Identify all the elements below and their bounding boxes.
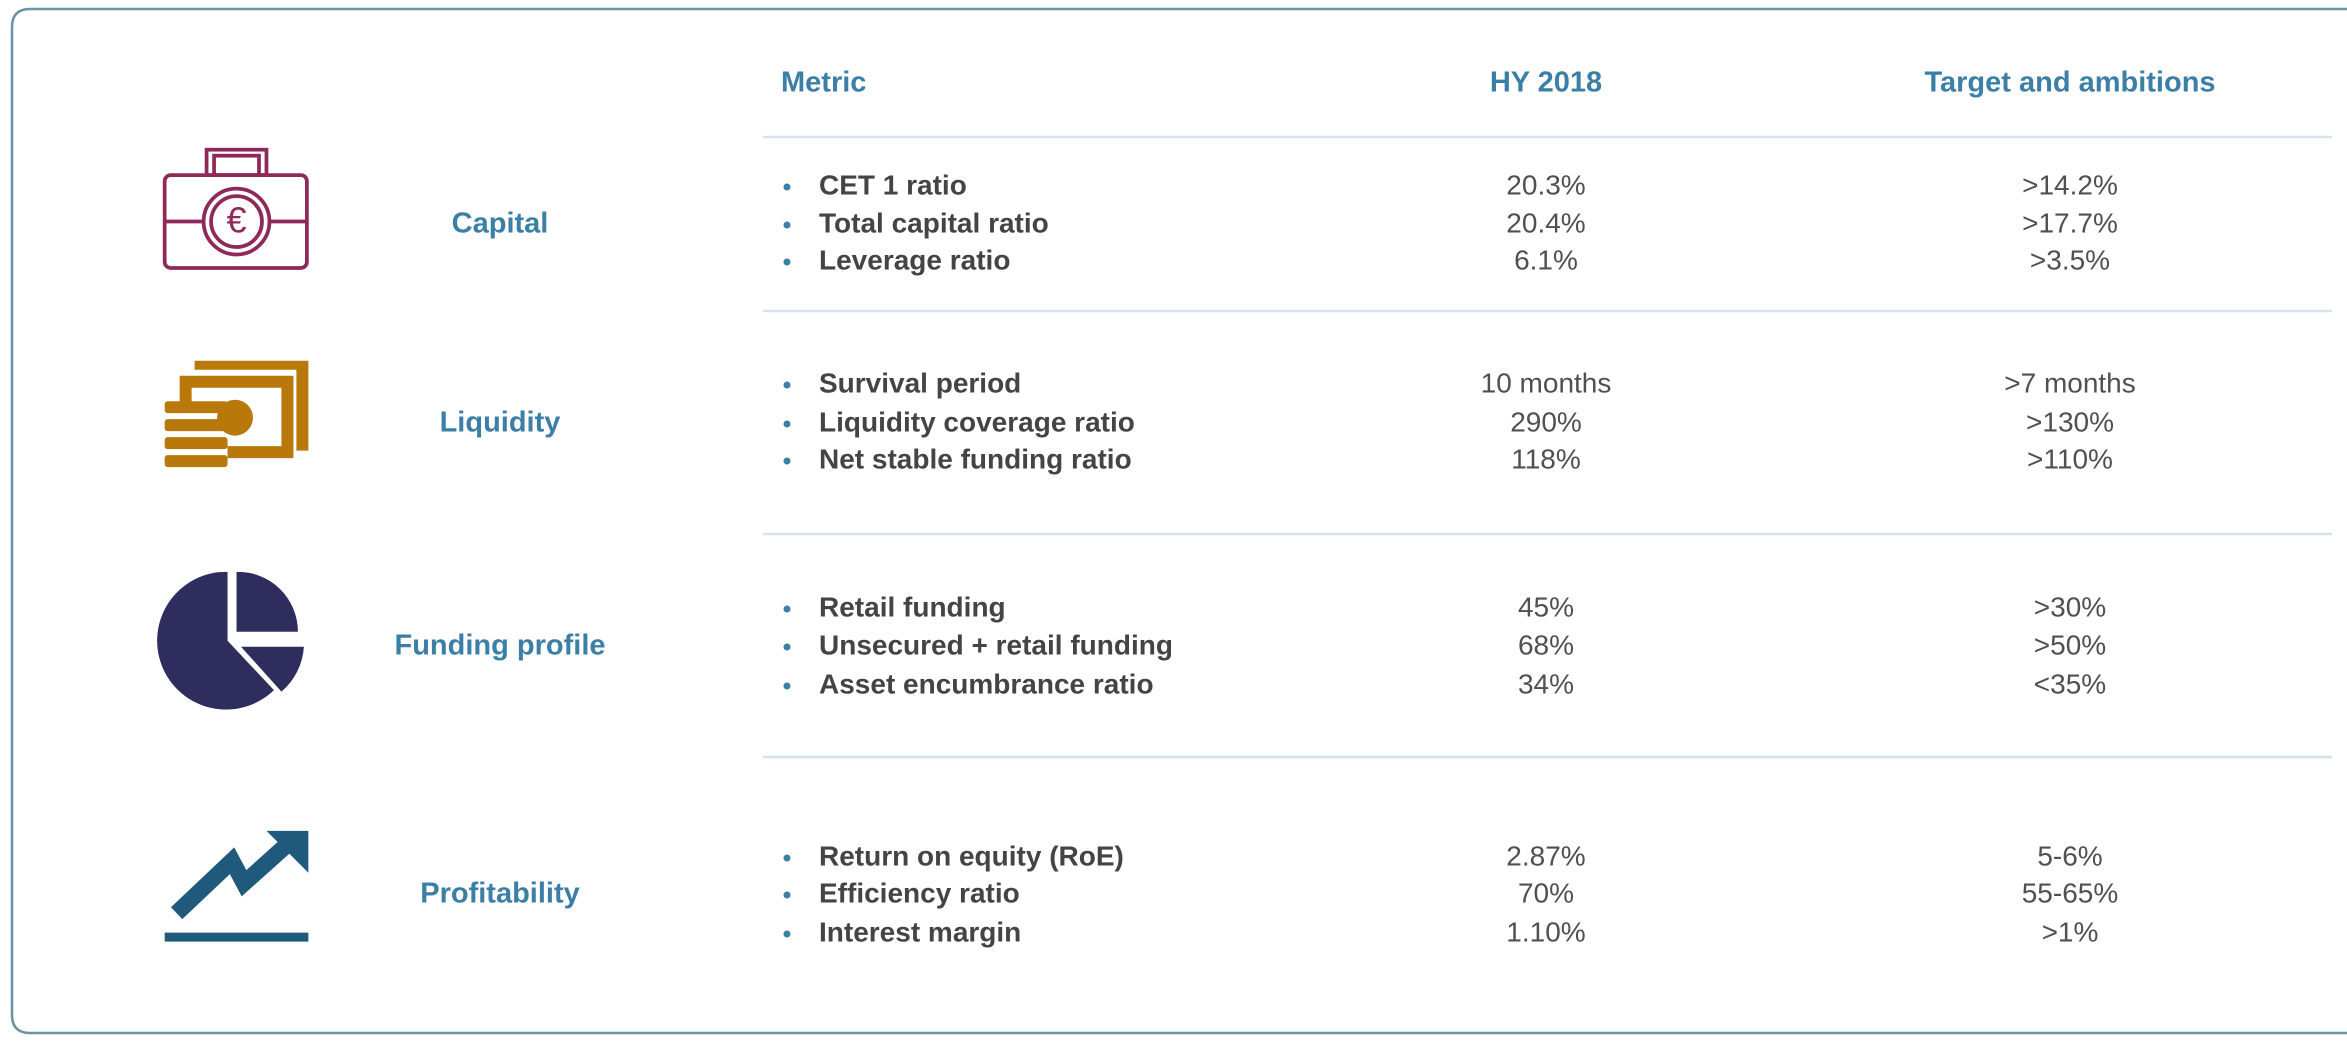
- bullet: [783, 682, 791, 690]
- hy-value: 68%: [1518, 629, 1574, 660]
- hy-value: 70%: [1518, 877, 1574, 908]
- capital-icon: €: [162, 147, 309, 270]
- bullet: [783, 420, 791, 428]
- hy-value: 34%: [1518, 668, 1574, 699]
- metric-name: Leverage ratio: [819, 244, 1010, 275]
- target-value: >30%: [2034, 591, 2106, 622]
- metric-name: Survival period: [819, 367, 1021, 398]
- bullet: [783, 930, 791, 938]
- bullet: [783, 183, 791, 191]
- liquidity-icon: [164, 360, 309, 468]
- funding-icon: [157, 571, 304, 710]
- bullet: [783, 457, 791, 465]
- bullet: [783, 258, 791, 266]
- target-value: >1%: [2042, 916, 2099, 947]
- hy-value: 20.4%: [1506, 207, 1585, 238]
- target-value: >130%: [2026, 406, 2114, 437]
- target-value: <35%: [2034, 668, 2106, 699]
- hy-value: 1.10%: [1506, 916, 1585, 947]
- metric-name: CET 1 ratio: [819, 169, 967, 200]
- hy-value: 290%: [1510, 406, 1582, 437]
- section-label: Funding profile: [394, 630, 605, 662]
- metric-name: Retail funding: [819, 591, 1006, 622]
- metric-name: Unsecured + retail funding: [819, 629, 1173, 660]
- hy-value: 118%: [1511, 443, 1581, 474]
- metric-name: Net stable funding ratio: [819, 443, 1132, 474]
- target-value: 5-6%: [2037, 840, 2102, 871]
- bullet: [783, 605, 791, 613]
- bullet: [783, 854, 791, 862]
- target-value: >17.7%: [2022, 207, 2118, 238]
- hy-value: 2.87%: [1506, 840, 1585, 871]
- target-value: >7 months: [2004, 367, 2136, 398]
- target-value: >110%: [2027, 443, 2113, 474]
- metric-name: Interest margin: [819, 916, 1021, 947]
- metric-name: Efficiency ratio: [819, 877, 1020, 908]
- metric-name: Liquidity coverage ratio: [819, 406, 1135, 437]
- bullet: [783, 891, 791, 899]
- panel-border: [10, 7, 2347, 1035]
- target-value: 55-65%: [2022, 877, 2119, 908]
- icons: €: [157, 147, 309, 942]
- header-target: Target and ambitions: [1924, 67, 2215, 99]
- svg-text:€: €: [227, 200, 247, 241]
- hy-value: 6.1%: [1514, 244, 1578, 275]
- metric-name: Return on equity (RoE): [819, 840, 1124, 871]
- target-value: >3.5%: [2030, 244, 2110, 275]
- bullet: [783, 643, 791, 651]
- metric-name: Asset encumbrance ratio: [819, 668, 1154, 699]
- header-metric: Metric: [781, 67, 866, 99]
- section-label: Capital: [452, 208, 549, 240]
- bullet: [783, 221, 791, 229]
- section-label: Profitability: [420, 878, 580, 910]
- profitability-icon: [164, 830, 309, 942]
- metric-name: Total capital ratio: [819, 207, 1049, 238]
- hy-value: 10 months: [1481, 367, 1612, 398]
- header-hy: HY 2018: [1490, 67, 1602, 99]
- section-label: Liquidity: [440, 407, 561, 439]
- hy-value: 20.3%: [1506, 169, 1585, 200]
- target-value: >50%: [2034, 629, 2106, 660]
- bullet: [783, 381, 791, 389]
- hy-value: 45%: [1518, 591, 1574, 622]
- target-value: >14.2%: [2022, 169, 2118, 200]
